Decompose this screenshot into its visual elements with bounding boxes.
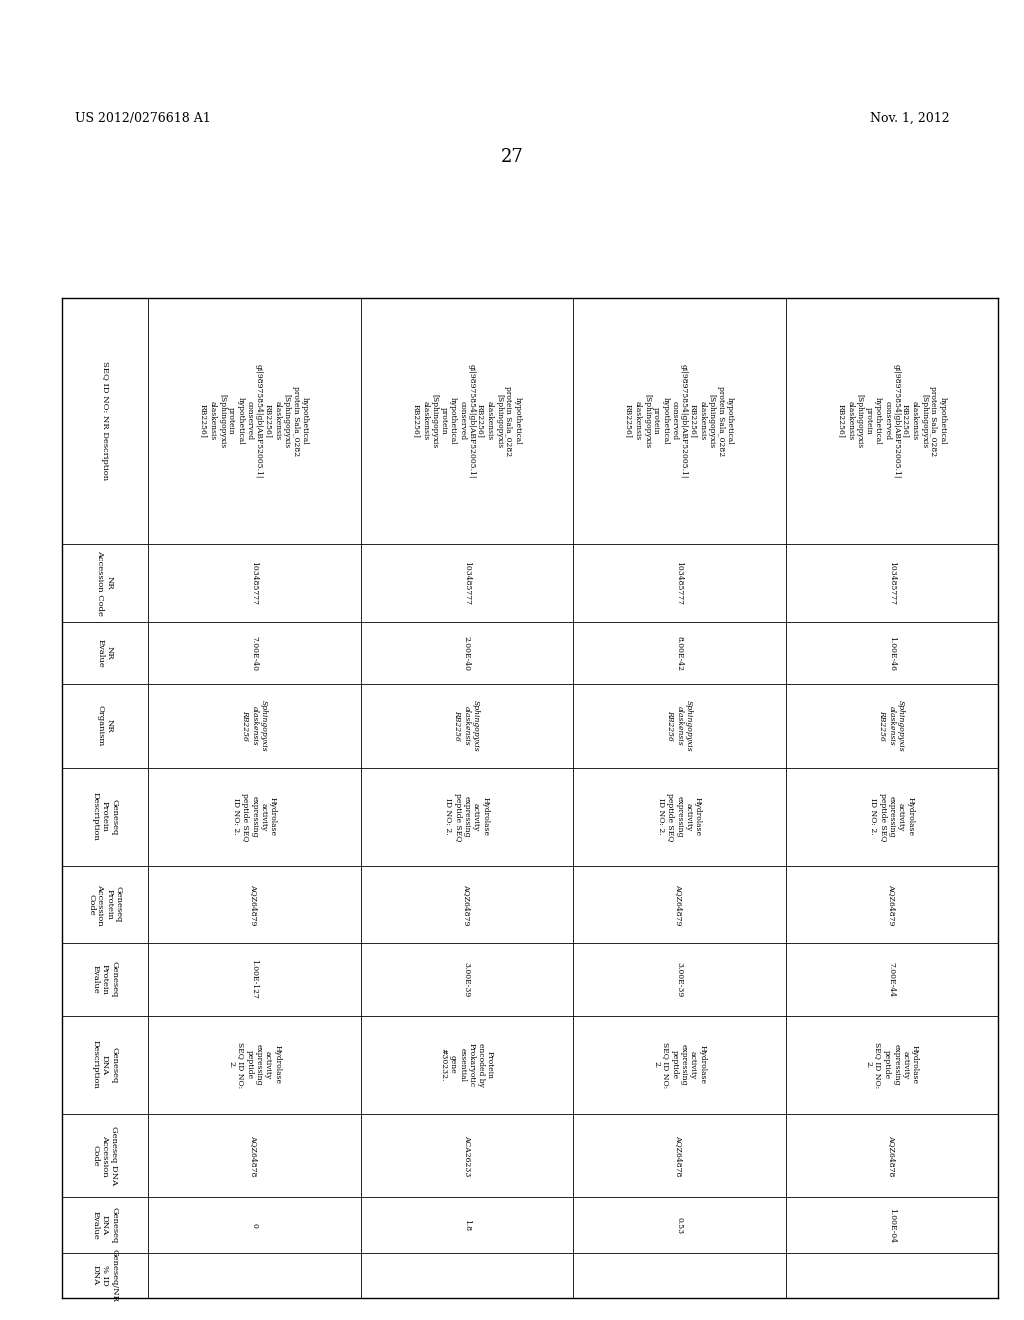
Text: 7.00E-44: 7.00E-44 — [888, 962, 896, 997]
Text: AQZ64879: AQZ64879 — [675, 883, 683, 925]
Text: Geneseq/NR
% ID
DNA: Geneseq/NR % ID DNA — [92, 1249, 118, 1302]
Text: 0: 0 — [250, 1222, 258, 1228]
Text: 8.00E-42: 8.00E-42 — [675, 636, 683, 671]
Text: 1.00E-46: 1.00E-46 — [888, 636, 896, 671]
Text: Geneseq
DNA
Evalue: Geneseq DNA Evalue — [92, 1206, 118, 1243]
Text: 103485777: 103485777 — [463, 561, 471, 605]
Text: 103485777: 103485777 — [888, 561, 896, 605]
Text: Nov. 1, 2012: Nov. 1, 2012 — [870, 112, 950, 125]
Text: Sphingopyxis
alaskensis
RB2256: Sphingopyxis alaskensis RB2256 — [454, 700, 480, 751]
Text: 103485777: 103485777 — [675, 561, 683, 605]
Text: 27: 27 — [501, 148, 523, 166]
Text: Geneseq
Protein
Accession
Code: Geneseq Protein Accession Code — [87, 883, 123, 925]
Text: Hydrolase
activity
expressing
peptide SEQ
ID NO: 2.: Hydrolase activity expressing peptide SE… — [444, 792, 489, 841]
Text: 3.00E-39: 3.00E-39 — [675, 962, 683, 997]
Text: AQZ64878: AQZ64878 — [888, 1135, 896, 1176]
Text: 1.00E-127: 1.00E-127 — [250, 960, 258, 999]
Text: Hydrolase
activity
expressing
peptide SEQ
ID NO: 2.: Hydrolase activity expressing peptide SE… — [231, 792, 276, 841]
Text: AQZ64879: AQZ64879 — [888, 883, 896, 925]
Text: Hydrolase
activity
expressing
peptide SEQ
ID NO: 2.: Hydrolase activity expressing peptide SE… — [869, 792, 914, 841]
Text: hypothetical
protein Sala_0282
[Sphingopyxis
alaskensis
RB2256]
gi|98975854|gb|A: hypothetical protein Sala_0282 [Sphingop… — [838, 364, 946, 478]
Text: 103485777: 103485777 — [250, 561, 258, 605]
Text: 3.00E-39: 3.00E-39 — [463, 962, 471, 997]
Text: Protein
encoded by
Prokaryotic
essential
gene
#30232.: Protein encoded by Prokaryotic essential… — [439, 1043, 494, 1086]
Text: 1.00E-04: 1.00E-04 — [888, 1208, 896, 1242]
Text: SEQ ID NO: NR Description: SEQ ID NO: NR Description — [101, 362, 109, 480]
Text: Geneseq
DNA
Description: Geneseq DNA Description — [92, 1040, 118, 1089]
Text: 0.53: 0.53 — [675, 1217, 683, 1234]
Text: AQZ64879: AQZ64879 — [250, 883, 258, 925]
Text: NR
Accession Code: NR Accession Code — [96, 550, 114, 616]
Text: 1.8: 1.8 — [463, 1220, 471, 1232]
Text: AQZ64878: AQZ64878 — [675, 1135, 683, 1176]
Text: hypothetical
protein Sala_0282
[Sphingopyxis
alaskensis
RB2256]
gi|98975854|gb|A: hypothetical protein Sala_0282 [Sphingop… — [412, 364, 521, 478]
Text: Hydrolase
activity
expressing
peptide
SEQ ID NO:
2.: Hydrolase activity expressing peptide SE… — [652, 1041, 707, 1088]
Text: Sphingopyxis
alaskensis
RB2256: Sphingopyxis alaskensis RB2256 — [879, 700, 905, 751]
Text: Sphingopyxis
alaskensis
RB2256: Sphingopyxis alaskensis RB2256 — [241, 700, 267, 751]
Text: 2.00E-40: 2.00E-40 — [463, 636, 471, 671]
Text: 7.00E-40: 7.00E-40 — [250, 636, 258, 671]
Text: AQZ64878: AQZ64878 — [250, 1135, 258, 1176]
Text: Geneseq
Protein
Evalue: Geneseq Protein Evalue — [92, 961, 118, 998]
Text: hypothetical
protein Sala_0282
[Sphingopyxis
alaskensis
RB2256]
gi|98975854|gb|A: hypothetical protein Sala_0282 [Sphingop… — [625, 364, 734, 478]
Text: US 2012/0276618 A1: US 2012/0276618 A1 — [75, 112, 211, 125]
Text: NR
Organism: NR Organism — [96, 705, 114, 746]
Text: AQZ64879: AQZ64879 — [463, 883, 471, 925]
Text: hypothetical
protein Sala_0282
[Sphingopyxis
alaskensis
RB2256]
gi|98975854|gb|A: hypothetical protein Sala_0282 [Sphingop… — [200, 364, 309, 478]
Text: Hydrolase
activity
expressing
peptide SEQ
ID NO: 2.: Hydrolase activity expressing peptide SE… — [656, 792, 701, 841]
Text: ACA26233: ACA26233 — [463, 1135, 471, 1176]
Text: Hydrolase
activity
expressing
peptide
SEQ ID NO:
2.: Hydrolase activity expressing peptide SE… — [864, 1041, 919, 1088]
Text: Hydrolase
activity
expressing
peptide
SEQ ID NO:
2.: Hydrolase activity expressing peptide SE… — [227, 1041, 282, 1088]
Text: Sphingopyxis
alaskensis
RB2256: Sphingopyxis alaskensis RB2256 — [666, 700, 692, 751]
Text: Geneseq DNA
Accession
Code: Geneseq DNA Accession Code — [92, 1126, 118, 1185]
Text: NR
Evalue: NR Evalue — [96, 639, 114, 668]
Text: Geneseq
Protein
Description: Geneseq Protein Description — [92, 792, 118, 841]
